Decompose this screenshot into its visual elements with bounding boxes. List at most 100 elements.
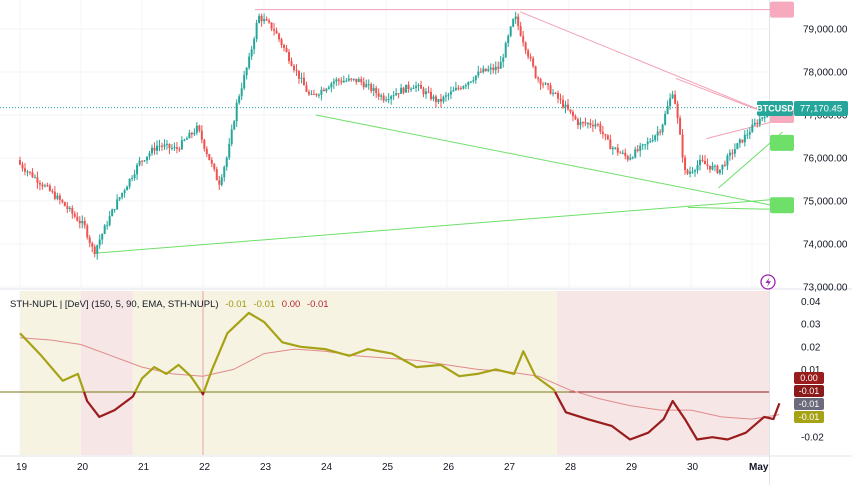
- candle-body: [387, 99, 390, 101]
- candle-body: [689, 171, 692, 174]
- candle-body: [400, 87, 403, 94]
- candle-body: [432, 96, 435, 100]
- candle-body: [205, 148, 208, 155]
- candle-body: [586, 123, 589, 125]
- alert-icon[interactable]: [760, 274, 776, 290]
- indicator-value-badge: [794, 411, 824, 423]
- candle-body: [98, 239, 101, 246]
- candle-body: [335, 79, 338, 82]
- candle-body: [763, 117, 766, 119]
- candle-body: [549, 85, 552, 94]
- candle-body: [307, 91, 310, 95]
- candle-body: [599, 124, 602, 132]
- candle-body: [472, 80, 475, 82]
- candle-body: [265, 19, 268, 21]
- support-low: [687, 206, 783, 211]
- resistance-near: [706, 118, 783, 140]
- candle-body: [312, 93, 315, 95]
- candle-body: [569, 109, 572, 112]
- candle-body: [716, 165, 719, 174]
- candle-body: [200, 130, 203, 140]
- candle-body: [447, 94, 450, 96]
- price-tick-label: 79,000.00: [803, 25, 848, 36]
- candle-body: [292, 65, 295, 70]
- candle-body: [534, 66, 537, 78]
- candle-body: [310, 93, 313, 95]
- candle-body: [352, 78, 355, 80]
- candle-body: [731, 152, 734, 154]
- candle-body: [273, 28, 276, 31]
- candle-body: [624, 152, 627, 157]
- candle-body: [454, 87, 457, 91]
- indicator-tick-label: 0.03: [801, 320, 821, 331]
- candle-body: [173, 147, 176, 149]
- candle-body: [153, 147, 156, 151]
- candle-body: [33, 177, 36, 179]
- candle-body: [240, 88, 243, 97]
- candle-body: [178, 148, 181, 150]
- candle-body: [579, 122, 582, 126]
- indicator-tick-label: -0.02: [801, 433, 824, 444]
- candle-body: [248, 56, 251, 68]
- candle-body: [76, 216, 79, 221]
- candle-body: [604, 134, 607, 136]
- candle-body: [163, 144, 166, 147]
- candle-body: [644, 144, 647, 146]
- candle-body: [703, 160, 706, 165]
- indicator-value-3: 0.00: [281, 299, 301, 310]
- candle-body: [325, 88, 328, 92]
- candle-body: [402, 87, 405, 93]
- candle-body: [203, 139, 206, 149]
- price-tick-label: 74,000.00: [803, 239, 848, 250]
- candle-body: [367, 84, 370, 86]
- candle-body: [317, 94, 320, 96]
- candle-body: [429, 91, 432, 100]
- time-tick-label: May: [749, 462, 769, 473]
- candle-body: [198, 125, 201, 131]
- candle-body: [106, 225, 109, 227]
- time-tick-label: 25: [382, 462, 394, 473]
- candle-body: [360, 79, 363, 83]
- candle-body: [509, 26, 512, 36]
- oscillator-negative-line: [200, 391, 205, 396]
- candle-body: [512, 19, 515, 27]
- candle-body: [427, 91, 430, 93]
- trend-price-tag: [770, 1, 794, 18]
- candle-body: [355, 78, 358, 83]
- candle-body: [439, 98, 442, 102]
- candle-body: [527, 50, 530, 57]
- candle-body: [86, 225, 89, 238]
- candle-body: [188, 132, 191, 139]
- indicator-value-badge-text: -0.01: [799, 386, 820, 396]
- candle-body: [711, 165, 714, 170]
- candle-body: [629, 157, 632, 160]
- candle-body: [365, 84, 368, 88]
- indicator-value-badge-text: -0.01: [799, 399, 820, 409]
- time-tick-label: 23: [260, 462, 272, 473]
- candle-body: [713, 165, 716, 167]
- candle-body: [165, 143, 168, 145]
- candle-body: [268, 20, 271, 23]
- candle-body: [302, 77, 305, 86]
- candle-body: [738, 139, 741, 144]
- candle-body: [362, 82, 365, 88]
- indicator-value-badge: [794, 372, 824, 384]
- candle-body: [619, 152, 622, 154]
- candle-body: [761, 117, 764, 119]
- candle-body: [646, 141, 649, 145]
- candle-body: [136, 164, 139, 175]
- candle-body: [121, 192, 124, 198]
- candle-body: [539, 79, 542, 85]
- candle-body: [562, 99, 565, 108]
- candle-body: [392, 95, 395, 97]
- candle-body: [654, 135, 657, 141]
- candle-body: [382, 95, 385, 101]
- indicator-value-badge-text: 0.00: [800, 373, 818, 383]
- candle-body: [357, 79, 360, 83]
- candle-body: [751, 124, 754, 133]
- candle-body: [96, 245, 99, 254]
- candle-body: [484, 68, 487, 71]
- candle-body: [659, 131, 662, 133]
- candle-body: [758, 118, 761, 125]
